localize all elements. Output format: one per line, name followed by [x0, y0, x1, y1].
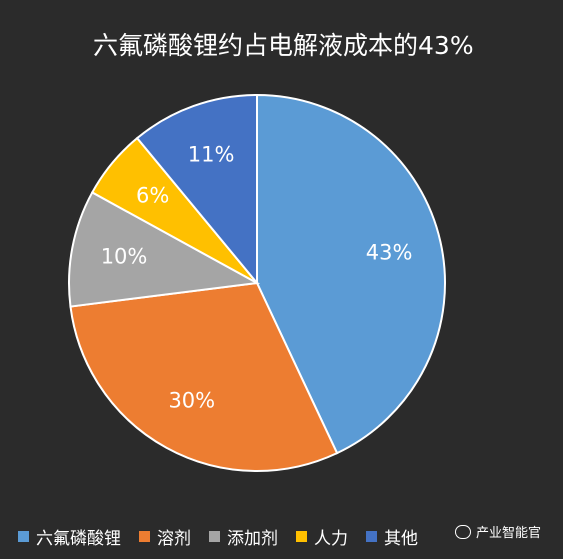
pie-slice — [69, 281, 339, 472]
legend-label: 其他 — [384, 529, 418, 549]
legend-label: 人力 — [314, 529, 348, 549]
watermark-text: 产业智能官 — [475, 526, 541, 541]
legend-label: 六氟磷酸锂 — [36, 529, 121, 549]
wechat-icon — [454, 524, 471, 539]
pie-slice — [256, 93, 446, 455]
watermark: 产业智能官 — [454, 522, 541, 541]
legend-swatch — [18, 531, 29, 542]
legend-swatch — [296, 531, 307, 542]
legend-swatch — [209, 531, 220, 542]
pie-slice — [68, 191, 261, 308]
legend-swatch — [366, 531, 377, 542]
legend-item: 添加剂 — [209, 524, 278, 549]
legend-item: 六氟磷酸锂 — [18, 524, 121, 549]
data-label: 6% — [136, 184, 169, 208]
legend-item: 其他 — [366, 524, 418, 549]
data-label: 11% — [188, 143, 235, 167]
legend-item: 人力 — [296, 524, 348, 549]
legend-label: 添加剂 — [227, 529, 278, 549]
legend-label: 溶剂 — [157, 529, 191, 549]
pie-slice — [135, 93, 258, 286]
legend: 六氟磷酸锂 溶剂 添加剂 人力 其他 — [18, 524, 436, 549]
legend-item: 溶剂 — [139, 524, 191, 549]
data-label: 30% — [168, 389, 215, 413]
legend-swatch — [139, 531, 150, 542]
data-label: 43% — [366, 240, 413, 264]
chart-title: 六氟磷酸锂约占电解液成本的43% — [93, 31, 474, 60]
data-label: 10% — [101, 245, 148, 269]
